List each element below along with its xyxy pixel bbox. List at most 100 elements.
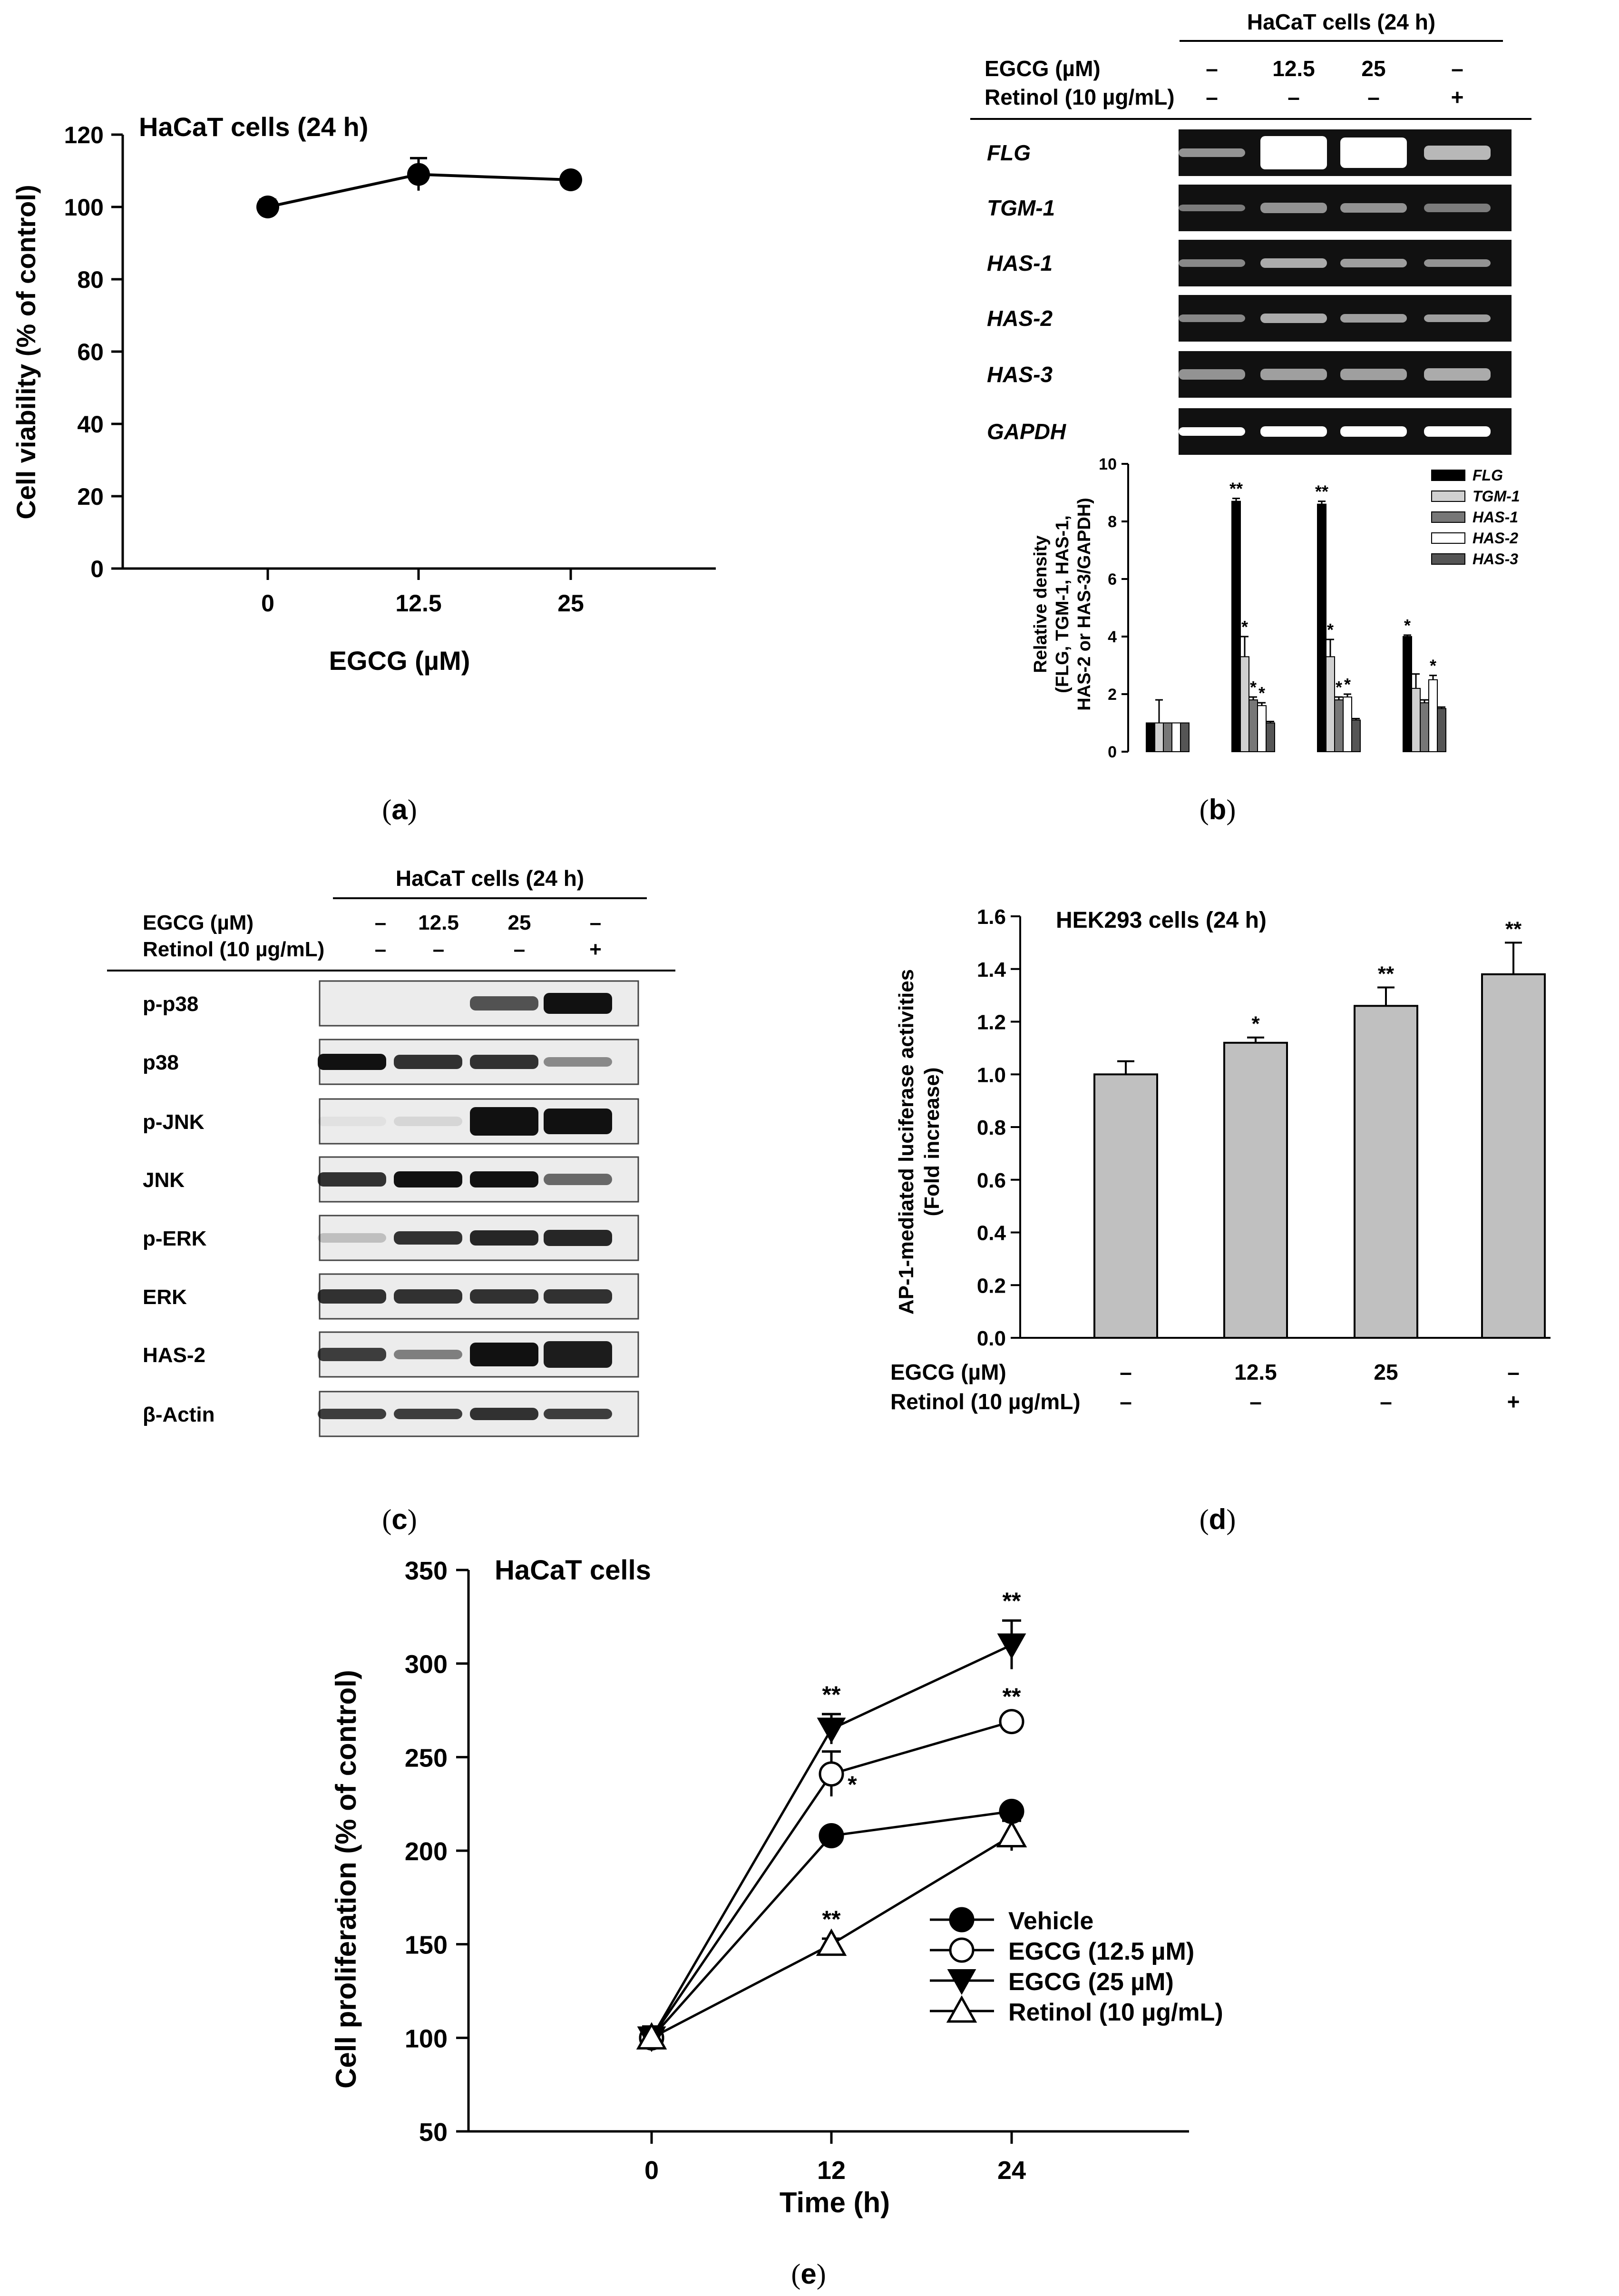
panel-c-letter: c [391,1503,407,1535]
b-bar-has-1 [1420,702,1429,753]
b-bar-flg [1317,503,1326,752]
b-gel-row-label: GAPDH [987,419,1066,444]
panel-b-ylabel-line-2: (FLG, TGM-1, HAS-1, [1053,515,1073,693]
b-significance-mark: * [1258,683,1265,703]
e-y-tick-label: 300 [405,1650,448,1679]
b-legend-swatch [1431,491,1465,502]
e-point [816,1928,847,1956]
b-gel-band [1260,203,1327,213]
panel-a: HaCaT cells (24 h) Cell viability (% of … [11,112,716,825]
b-significance-mark: ** [1229,479,1243,499]
c-blot-band [318,1054,386,1070]
c-blot-row-label: β-Actin [143,1403,215,1426]
e-significance-mark: ** [1003,1588,1021,1614]
b-bar-has-3 [1437,708,1446,752]
d-egcg-lane-value: 25 [1374,1360,1398,1384]
c-blot-band [318,1348,386,1361]
b-gel-band [1260,369,1327,380]
c-blot-band [470,1230,538,1246]
d-y-tick-label: 1.0 [977,1063,1006,1087]
panel-d-plot: 0.00.20.40.60.81.01.21.41.6***** [977,905,1551,1350]
panel-a-plot: 0 20 40 60 80 100 120 0 12.5 25 [64,122,716,617]
e-point [999,1709,1024,1735]
b-gel-band [1424,426,1491,437]
e-legend-marker [947,1969,976,1995]
panel-d-ylabel-line-1: AP-1-mediated luciferase activities [895,969,918,1315]
e-point [819,1761,844,1787]
c-blot-band [544,993,612,1014]
c-blot-row-label: ERK [143,1285,187,1309]
b-y-tick-label: 8 [1108,513,1117,531]
b-significance-mark: * [1404,616,1411,635]
panel-b: HaCaT cells (24 h) EGCG (µM) Retinol (10… [970,10,1531,825]
b-retinol-lane-value: + [1451,85,1464,109]
e-point [636,2022,667,2050]
panel-e-ylabel: Cell proliferation (% of control) [330,1670,362,2089]
e-significance-mark: * [848,1771,857,1798]
b-significance-mark: * [1430,656,1436,676]
d-significance-mark: * [1251,1012,1260,1036]
b-gel-band [1179,205,1245,211]
panel-d-title: HEK293 cells (24 h) [1056,908,1267,933]
a-y-tick-label: 100 [64,194,104,221]
c-blot-band [544,1230,612,1246]
b-legend-label: FLG [1473,467,1503,484]
c-blot-band [394,1171,462,1187]
c-blot-band [470,1055,538,1069]
b-bar-has-3 [1180,722,1190,752]
b-bar-tgm-1 [1411,687,1421,753]
d-y-tick-label: 1.4 [977,958,1006,981]
b-legend-label: HAS-1 [1473,509,1518,526]
c-blot-band [318,1233,386,1243]
b-bar-has-1 [1163,722,1172,752]
b-legend-label: TGM-1 [1473,488,1520,505]
panel-a-caption: (a) [382,794,417,825]
d-y-tick-label: 1.2 [977,1011,1006,1034]
c-blot-band [544,1341,612,1368]
b-egcg-lane-value: 12.5 [1272,56,1315,81]
c-blot-band [394,1055,462,1069]
b-y-tick-label: 2 [1108,686,1117,704]
b-significance-mark: * [1250,677,1257,697]
c-blot-band [470,1171,538,1187]
d-egcg-lane-value: – [1120,1360,1132,1384]
e-point [999,1798,1024,1824]
c-egcg-lane-value: 12.5 [418,911,459,934]
b-bar-flg [1146,722,1155,752]
b-significance-mark: * [1336,677,1342,697]
c-blot-band [544,1174,612,1185]
panel-d-retinol-label: Retinol (10 µg/mL) [890,1389,1081,1414]
b-legend-swatch [1431,553,1465,565]
d-y-tick-label: 0.6 [977,1169,1006,1192]
c-retinol-lane-value: + [589,938,602,961]
e-significance-mark: ** [822,1681,841,1708]
d-retinol-lane-value: – [1249,1389,1262,1414]
b-gel-band [1424,204,1491,212]
c-blot-band [394,1409,462,1419]
c-blot-band [318,1172,386,1187]
panel-d-egcg-label: EGCG (µM) [890,1360,1006,1384]
c-blot-band [544,1057,612,1067]
d-egcg-lane-value: 12.5 [1234,1360,1277,1384]
c-blot-band [318,1409,386,1419]
e-y-tick-label: 250 [405,1744,448,1772]
b-legend-swatch [1431,511,1465,523]
d-retinol-lane-value: – [1380,1389,1392,1414]
c-blot-band [470,1289,538,1304]
a-point [256,196,279,218]
a-point [407,163,430,186]
b-legend-swatch [1431,532,1465,544]
b-gel-row-label: TGM-1 [987,196,1055,220]
panel-a-xlabel: EGCG (µM) [329,646,470,676]
b-gel-band [1260,426,1327,437]
b-gel-band [1340,259,1407,267]
e-x-tick-label: 24 [997,2156,1026,2185]
b-gel-band [1179,259,1245,267]
c-blot-band [544,1109,612,1134]
b-gel-band [1424,146,1491,160]
panel-c-caption: (c) [382,1503,417,1535]
c-blot-row-label: HAS-2 [143,1344,205,1367]
